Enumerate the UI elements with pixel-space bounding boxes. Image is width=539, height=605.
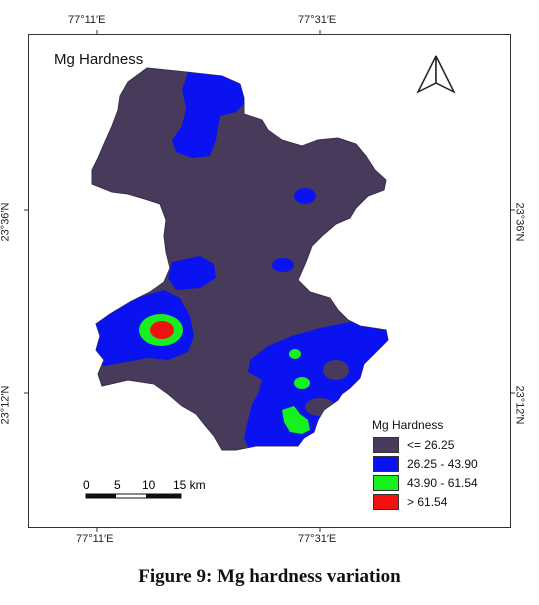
map-title: Mg Hardness [54,51,144,68]
legend-label: 43.90 - 61.54 [407,475,478,490]
scale-bar-labels: 0 5 10 15 km [83,478,223,492]
legend-item: 26.25 - 43.90 [372,454,522,473]
legend-swatch [373,493,399,510]
coord-top-left: 77°11′E [68,14,106,26]
coord-top-right: 77°31′E [298,14,337,26]
legend-item: <= 26.25 [372,435,522,454]
legend-swatch [373,455,399,472]
coord-bottom-left: 77°11′E [76,533,114,545]
north-arrow-icon [416,55,456,94]
legend-label: 26.25 - 43.90 [407,456,478,471]
hardness-zones [92,72,388,450]
legend-swatch [373,436,399,453]
legend-title: Mg Hardness [372,418,444,432]
zone-gt-62 [150,321,174,339]
scale-label-15km: 15 km [173,478,206,492]
scale-bar [85,493,182,499]
legend: Mg Hardness <= 26.25 26.25 - 43.90 43.90… [372,418,522,511]
scale-label-10: 10 [142,478,156,492]
legend-swatch [373,474,399,491]
legend-item: 43.90 - 61.54 [372,473,522,492]
scale-label-5: 5 [114,478,121,492]
scale-label-0: 0 [83,478,90,492]
legend-label: <= 26.25 [407,437,455,452]
frame-ticks [24,30,515,532]
figure-caption: Figure 9: Mg hardness variation [138,566,401,587]
legend-item: > 61.54 [372,492,522,511]
map-frame [28,34,511,528]
legend-label: > 61.54 [407,494,448,509]
coord-bottom-right: 77°31′E [298,533,337,545]
